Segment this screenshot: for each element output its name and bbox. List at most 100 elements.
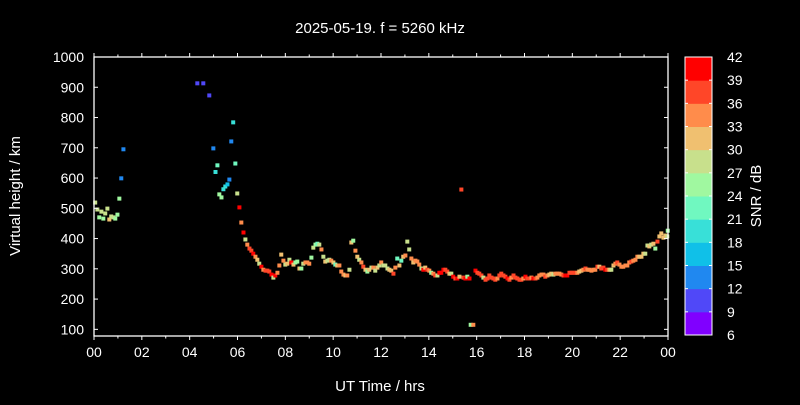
data-point [633, 257, 638, 262]
data-point [287, 257, 292, 262]
x-tick-label: 12 [373, 344, 389, 360]
y-tick-label: 900 [61, 79, 85, 95]
x-tick-label: 16 [469, 344, 485, 360]
data-point [373, 268, 378, 273]
data-point [289, 260, 294, 265]
x-tick-label: 22 [612, 344, 628, 360]
data-point [335, 263, 340, 268]
data-point [555, 271, 560, 276]
colorbar-tick-label: 15 [727, 258, 743, 274]
data-point [269, 272, 274, 277]
data-point [307, 261, 312, 266]
data-point [317, 242, 322, 247]
data-point [211, 146, 216, 151]
data-point [405, 239, 410, 244]
data-point [593, 267, 598, 272]
colorbar-tick-label: 18 [727, 234, 743, 250]
data-point [449, 271, 454, 276]
data-point [257, 261, 262, 266]
data-point [357, 257, 362, 262]
colorbar-band [685, 172, 712, 197]
y-axis-label: Virtual height / km [7, 136, 24, 256]
data-point [285, 261, 290, 266]
colorbar-tick-label: 36 [727, 95, 743, 111]
data-point [95, 207, 100, 212]
colorbar-tick-label: 39 [727, 72, 743, 88]
data-point [503, 274, 508, 279]
data-point [311, 245, 316, 250]
data-point [433, 273, 438, 278]
data-point [279, 252, 284, 257]
data-point [219, 195, 224, 200]
data-point [543, 274, 548, 279]
data-point [407, 247, 412, 252]
data-point [213, 169, 218, 174]
data-point [621, 264, 626, 269]
data-point [215, 163, 220, 168]
data-point [495, 276, 500, 281]
data-point [511, 273, 516, 278]
data-point [237, 205, 242, 210]
data-point [353, 248, 358, 253]
data-point [427, 268, 432, 273]
data-point [411, 260, 416, 265]
colorbar-band [685, 196, 712, 220]
y-tick-label: 100 [61, 321, 85, 337]
data-point [421, 267, 426, 272]
data-point [117, 196, 122, 201]
data-point [321, 254, 326, 259]
y-tick-label: 300 [61, 261, 85, 277]
data-point [649, 242, 654, 247]
data-point [337, 263, 342, 268]
y-tick-label: 700 [61, 140, 85, 156]
y-tick-label: 400 [61, 231, 85, 247]
data-point [355, 254, 360, 259]
data-point [243, 237, 248, 242]
x-tick-label: 14 [421, 344, 437, 360]
colorbar-tick-label: 21 [727, 211, 743, 227]
data-point [429, 270, 434, 275]
data-point [457, 274, 462, 279]
data-point [471, 322, 476, 327]
data-point [627, 260, 632, 265]
colorbar-band [685, 242, 712, 266]
data-point [389, 268, 394, 273]
data-point [277, 263, 282, 268]
data-point [101, 216, 106, 221]
x-tick-label: 00 [86, 344, 102, 360]
data-point [351, 238, 356, 243]
data-point [653, 246, 658, 251]
x-tick-label: 04 [182, 344, 198, 360]
data-point [195, 81, 200, 86]
data-point [259, 264, 264, 269]
data-point [229, 139, 234, 144]
data-point [301, 261, 306, 266]
data-point [643, 251, 648, 256]
data-point [423, 265, 428, 270]
data-point [617, 262, 622, 267]
data-point [299, 266, 304, 271]
data-point [245, 242, 250, 247]
data-point [631, 258, 636, 263]
data-point [415, 259, 420, 264]
data-point [201, 81, 206, 86]
data-point [399, 258, 404, 263]
data-point [361, 264, 366, 269]
data-point [401, 254, 406, 259]
data-point [295, 259, 300, 264]
data-point [651, 241, 656, 246]
data-point [261, 267, 266, 272]
colorbar-band [685, 57, 712, 81]
y-tick-label: 200 [61, 291, 85, 307]
colorbar-band [685, 149, 712, 174]
colorbar-tick-label: 24 [727, 188, 743, 204]
axes: 00 02 04 06 08 10 12 14 16 18 20 22 0010020030040050… [53, 49, 676, 360]
data-point [581, 267, 586, 272]
data-point [397, 263, 402, 268]
data-point [549, 271, 554, 276]
data-point [273, 273, 278, 278]
data-point [537, 273, 542, 278]
data-point [231, 120, 236, 125]
